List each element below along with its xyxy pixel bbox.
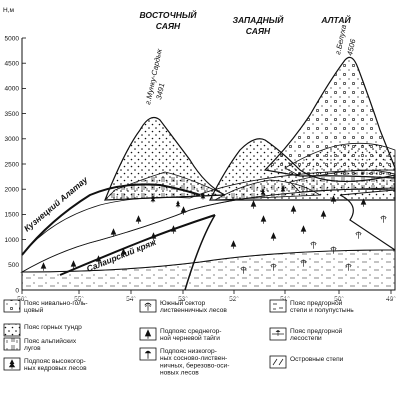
legend-label: Пояс нивально-голь- — [24, 300, 88, 307]
legend-label: ной черневой тайги — [160, 334, 220, 342]
peak-munku-height: 3491 — [154, 82, 166, 100]
legend-item: Пояс горных тундр — [3, 323, 82, 337]
legend-label: Пояс горных тундр — [24, 324, 82, 331]
region-labels: ВОСТОЧНЫЙ САЯН ЗАПАДНЫЙ САЯН АЛТАЙ — [139, 9, 351, 36]
legend-label: цовый — [24, 306, 44, 314]
x-tick-label: 50° — [334, 295, 344, 303]
legend-swatch — [3, 323, 21, 337]
x-tick-label: 53° — [178, 295, 188, 303]
legend-item: Подпояс низкогор-ных сосново-листвен-нич… — [139, 347, 229, 377]
y-tick-label: 3000 — [5, 136, 20, 143]
profile-landscape — [20, 56, 396, 291]
legend-item: Пояс нивально-голь-цовый — [3, 299, 88, 314]
region-east-sayan-line2: САЯН — [156, 21, 181, 31]
legend-swatch — [269, 355, 287, 369]
region-west-sayan-line1: ЗАПАДНЫЙ — [233, 14, 285, 25]
legend-label: новых лесов — [160, 370, 199, 377]
legend-label: ных кедровых лесов — [24, 365, 87, 372]
salair-ridge — [59, 214, 216, 276]
y-tick-label: 2500 — [5, 161, 20, 168]
legend-label: Пояс альпийских — [24, 337, 77, 345]
region-east-sayan-line1: ВОСТОЧНЫЙ — [139, 9, 197, 20]
legend-swatch — [3, 337, 21, 351]
y-tick-label: 4500 — [5, 61, 20, 68]
legend-label: лиственничных лесов — [160, 307, 227, 314]
y-tick-label: 0 — [15, 287, 19, 294]
y-tick-label: 1000 — [5, 237, 20, 244]
x-tick-label: 49° — [386, 295, 396, 303]
y-axis-unit: Н,м — [3, 7, 15, 14]
legend-label: лугов — [24, 345, 41, 352]
x-tick-label: 51° — [280, 295, 290, 303]
region-altai: АЛТАЙ — [320, 14, 351, 25]
y-tick-label: 3500 — [5, 111, 20, 118]
y-axis: Н,м 500045004000350030002500200015001000… — [3, 7, 26, 294]
peak-belukha-height: 4506 — [345, 37, 357, 56]
x-tick-label: 54° — [126, 295, 136, 303]
legend-label: ных сосново-листвен- — [160, 355, 227, 362]
legend-label: ничных, березово-оси- — [160, 361, 229, 369]
region-west-sayan-line2: САЯН — [246, 26, 271, 36]
legend-label: Подпояс высокогор- — [24, 358, 86, 365]
kuznetsky-alatau-ridge — [21, 183, 201, 256]
x-tick-label: 55° — [74, 295, 84, 303]
legend-label: Подпояс низкогор- — [160, 348, 217, 355]
legend-label: Островные степи — [290, 356, 344, 363]
legend-label: степи и полупустынь — [290, 307, 354, 314]
x-tick-label: 52° — [229, 295, 239, 303]
legend-item: Подпояс среднегор-ной черневой тайги — [139, 327, 221, 342]
y-tick-label: 2000 — [5, 187, 20, 194]
y-tick-label: 4000 — [5, 86, 20, 93]
y-tick-label: 500 — [8, 262, 19, 269]
legend-label: Южный сектор — [160, 299, 206, 307]
x-tick-label: 56° — [17, 295, 27, 303]
legend-swatch — [3, 299, 21, 313]
legend-label: Пояс предгорной — [290, 327, 343, 335]
y-tick-label: 1500 — [5, 212, 20, 219]
legend-swatch — [269, 299, 287, 313]
legend-item: Островные степи — [269, 355, 344, 369]
legend-label: лесостепи — [290, 335, 322, 342]
east-sayan-mountain — [104, 117, 228, 201]
legend-label: Подпояс среднегор- — [160, 328, 221, 335]
legend: Пояс нивально-голь-цовый Пояс горных тунд… — [0, 297, 400, 377]
legend-item: Подпояс высокогор-ных кедровых лесов — [3, 357, 87, 372]
legend-label: Пояс предгорной — [290, 299, 343, 307]
y-tick-label: 5000 — [5, 35, 20, 42]
altai-meadows — [289, 169, 396, 193]
